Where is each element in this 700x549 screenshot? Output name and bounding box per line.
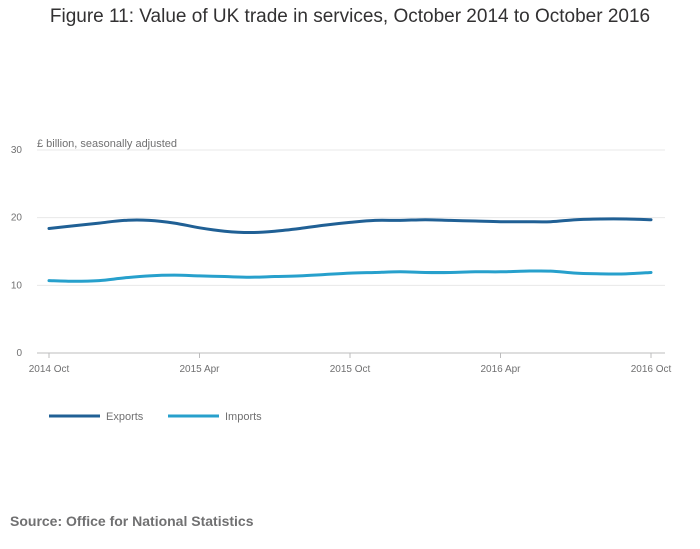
legend-label-imports[interactable]: Imports <box>225 411 262 423</box>
data-point-exports[interactable] <box>123 219 126 222</box>
data-point-exports[interactable] <box>574 218 577 221</box>
x-tick-label: 2014 Oct <box>29 364 70 375</box>
data-point-imports[interactable] <box>298 274 302 278</box>
data-point-exports[interactable] <box>649 218 653 221</box>
data-point-imports[interactable] <box>273 275 276 278</box>
x-tick-label: 2015 Apr <box>179 364 220 375</box>
data-point-imports[interactable] <box>348 271 352 275</box>
data-point-exports[interactable] <box>298 227 302 230</box>
data-point-exports[interactable] <box>273 230 276 233</box>
data-point-exports[interactable] <box>549 220 552 223</box>
y-tick-label: 30 <box>11 145 23 156</box>
data-point-imports[interactable] <box>474 270 477 273</box>
data-point-exports[interactable] <box>323 223 327 227</box>
data-point-imports[interactable] <box>148 274 151 278</box>
data-point-exports[interactable] <box>348 221 352 224</box>
data-point-imports[interactable] <box>574 271 577 275</box>
data-point-exports[interactable] <box>148 219 151 222</box>
data-point-imports[interactable] <box>248 276 251 279</box>
data-point-imports[interactable] <box>47 279 51 282</box>
data-point-exports[interactable] <box>373 219 377 222</box>
x-tick-label: 2016 Apr <box>480 364 521 375</box>
data-point-imports[interactable] <box>223 275 226 278</box>
data-point-imports[interactable] <box>198 274 201 278</box>
y-axis-unit-label: £ billion, seasonally adjusted <box>37 138 177 150</box>
data-point-imports[interactable] <box>123 276 126 280</box>
data-point-exports[interactable] <box>97 221 101 225</box>
data-point-imports[interactable] <box>323 273 327 276</box>
data-point-imports[interactable] <box>424 271 427 274</box>
data-point-exports[interactable] <box>173 221 176 225</box>
data-point-exports[interactable] <box>223 230 226 233</box>
data-point-exports[interactable] <box>524 220 527 223</box>
source-note: Source: Office for National Statistics <box>10 513 254 529</box>
data-point-exports[interactable] <box>424 218 427 221</box>
data-point-imports[interactable] <box>599 272 603 276</box>
data-point-exports[interactable] <box>72 224 76 227</box>
x-tick-label: 2015 Oct <box>330 364 371 375</box>
chart-title: Figure 11: Value of UK trade in services… <box>49 6 651 27</box>
data-point-exports[interactable] <box>499 220 502 223</box>
data-point-imports[interactable] <box>449 271 452 274</box>
data-point-imports[interactable] <box>398 270 402 273</box>
data-point-imports[interactable] <box>649 271 653 274</box>
data-point-imports[interactable] <box>549 269 552 273</box>
data-point-exports[interactable] <box>474 219 477 223</box>
y-tick-label: 0 <box>16 348 22 359</box>
legend-label-exports[interactable]: Exports <box>106 411 144 423</box>
data-point-imports[interactable] <box>173 273 176 277</box>
data-point-exports[interactable] <box>198 226 201 230</box>
data-point-imports[interactable] <box>373 271 377 274</box>
data-point-imports[interactable] <box>499 270 502 273</box>
data-point-exports[interactable] <box>398 219 402 222</box>
data-point-imports[interactable] <box>72 280 76 283</box>
data-point-exports[interactable] <box>624 217 628 221</box>
series-line-exports[interactable] <box>47 217 653 235</box>
data-point-exports[interactable] <box>248 231 251 234</box>
x-tick-label: 2016 Oct <box>631 364 672 375</box>
y-tick-label: 10 <box>11 280 23 291</box>
data-point-exports[interactable] <box>599 217 603 221</box>
data-point-imports[interactable] <box>97 279 101 282</box>
data-point-exports[interactable] <box>47 227 51 230</box>
y-tick-label: 20 <box>11 213 23 224</box>
data-point-exports[interactable] <box>449 219 452 222</box>
data-point-imports[interactable] <box>624 272 628 276</box>
data-point-imports[interactable] <box>524 269 527 273</box>
